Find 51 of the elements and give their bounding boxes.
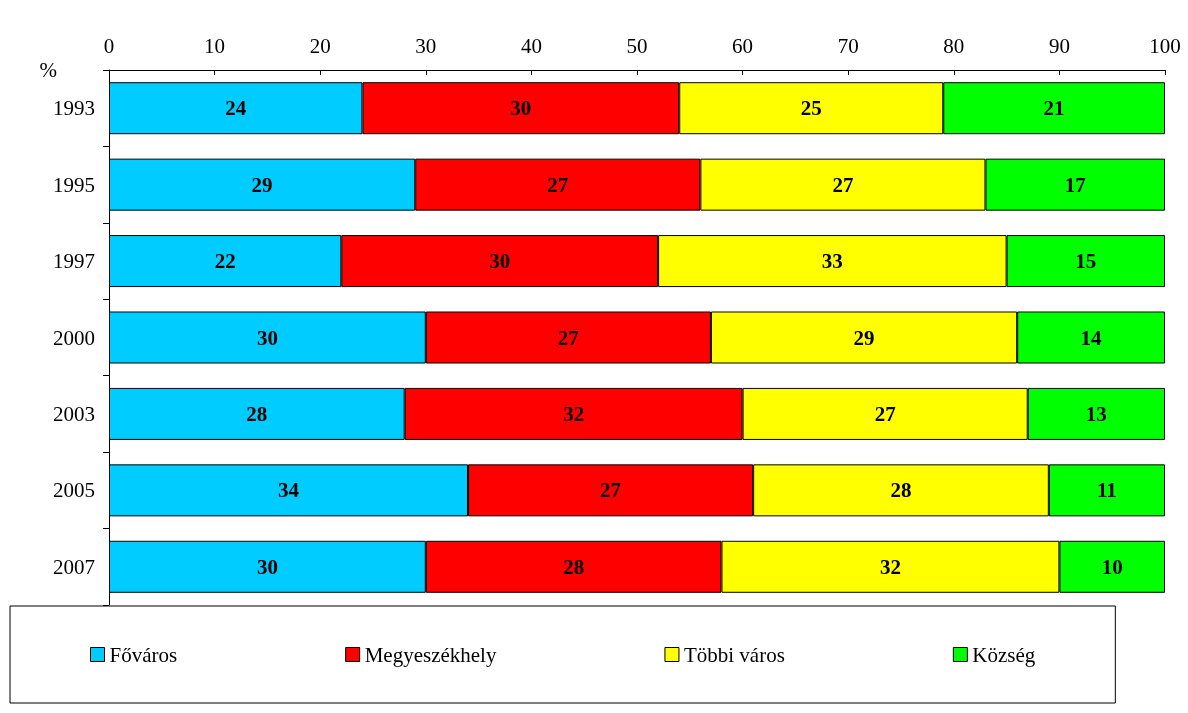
data-label: 22 [214, 249, 236, 274]
data-label: 28 [563, 554, 585, 579]
data-label: 24 [225, 96, 247, 121]
data-label: 32 [879, 554, 901, 579]
data-label: 29 [853, 325, 875, 350]
y-tick-label: 2000 [53, 325, 95, 350]
x-tick-label: 70 [837, 33, 859, 58]
y-tick-label: 2003 [53, 401, 95, 426]
data-label: 33 [821, 249, 843, 274]
data-label: 28 [246, 401, 268, 426]
y-tick-label: 1997 [53, 249, 95, 274]
data-label: 28 [890, 478, 912, 503]
data-label: 34 [278, 478, 300, 503]
data-label: 30 [489, 249, 511, 274]
x-tick-label: 0 [103, 33, 115, 58]
y-tick-label: 1995 [53, 172, 95, 197]
y-tick-label: 2007 [53, 554, 95, 579]
x-tick-label: 90 [1048, 33, 1070, 58]
data-label: 27 [832, 172, 854, 197]
legend-label: Megyeszékhely [364, 642, 497, 667]
x-axis-title: % [39, 58, 57, 82]
data-label: 11 [1097, 478, 1117, 503]
x-tick-label: 10 [204, 33, 226, 58]
data-label: 25 [800, 96, 822, 121]
x-tick-label: 20 [309, 33, 331, 58]
x-tick-label: 100 [1149, 33, 1181, 58]
data-label: 17 [1064, 172, 1086, 197]
legend-label: Többi város [683, 642, 785, 667]
legend-label: Község [972, 642, 1036, 667]
data-label: 32 [563, 401, 585, 426]
data-label: 14 [1080, 325, 1103, 350]
x-tick-label: 40 [520, 33, 542, 58]
data-label: 27 [600, 478, 622, 503]
legend-label: Főváros [109, 642, 178, 667]
data-label: 29 [251, 172, 273, 197]
data-label: 30 [256, 554, 278, 579]
data-label: 30 [256, 325, 278, 350]
data-label: 30 [510, 96, 532, 121]
x-tick-label: 80 [943, 33, 965, 58]
y-tick-label: 2005 [53, 478, 95, 503]
data-label: 10 [1101, 554, 1123, 579]
y-tick-label: 1993 [53, 96, 95, 121]
data-label: 21 [1043, 96, 1065, 121]
x-tick-label: 50 [626, 33, 648, 58]
x-tick-label: 60 [732, 33, 754, 58]
data-label: 27 [874, 401, 896, 426]
data-label: 27 [557, 325, 579, 350]
x-tick-label: 30 [415, 33, 437, 58]
data-label: 15 [1075, 249, 1097, 274]
data-label: 13 [1085, 401, 1107, 426]
data-label: 27 [547, 172, 569, 197]
